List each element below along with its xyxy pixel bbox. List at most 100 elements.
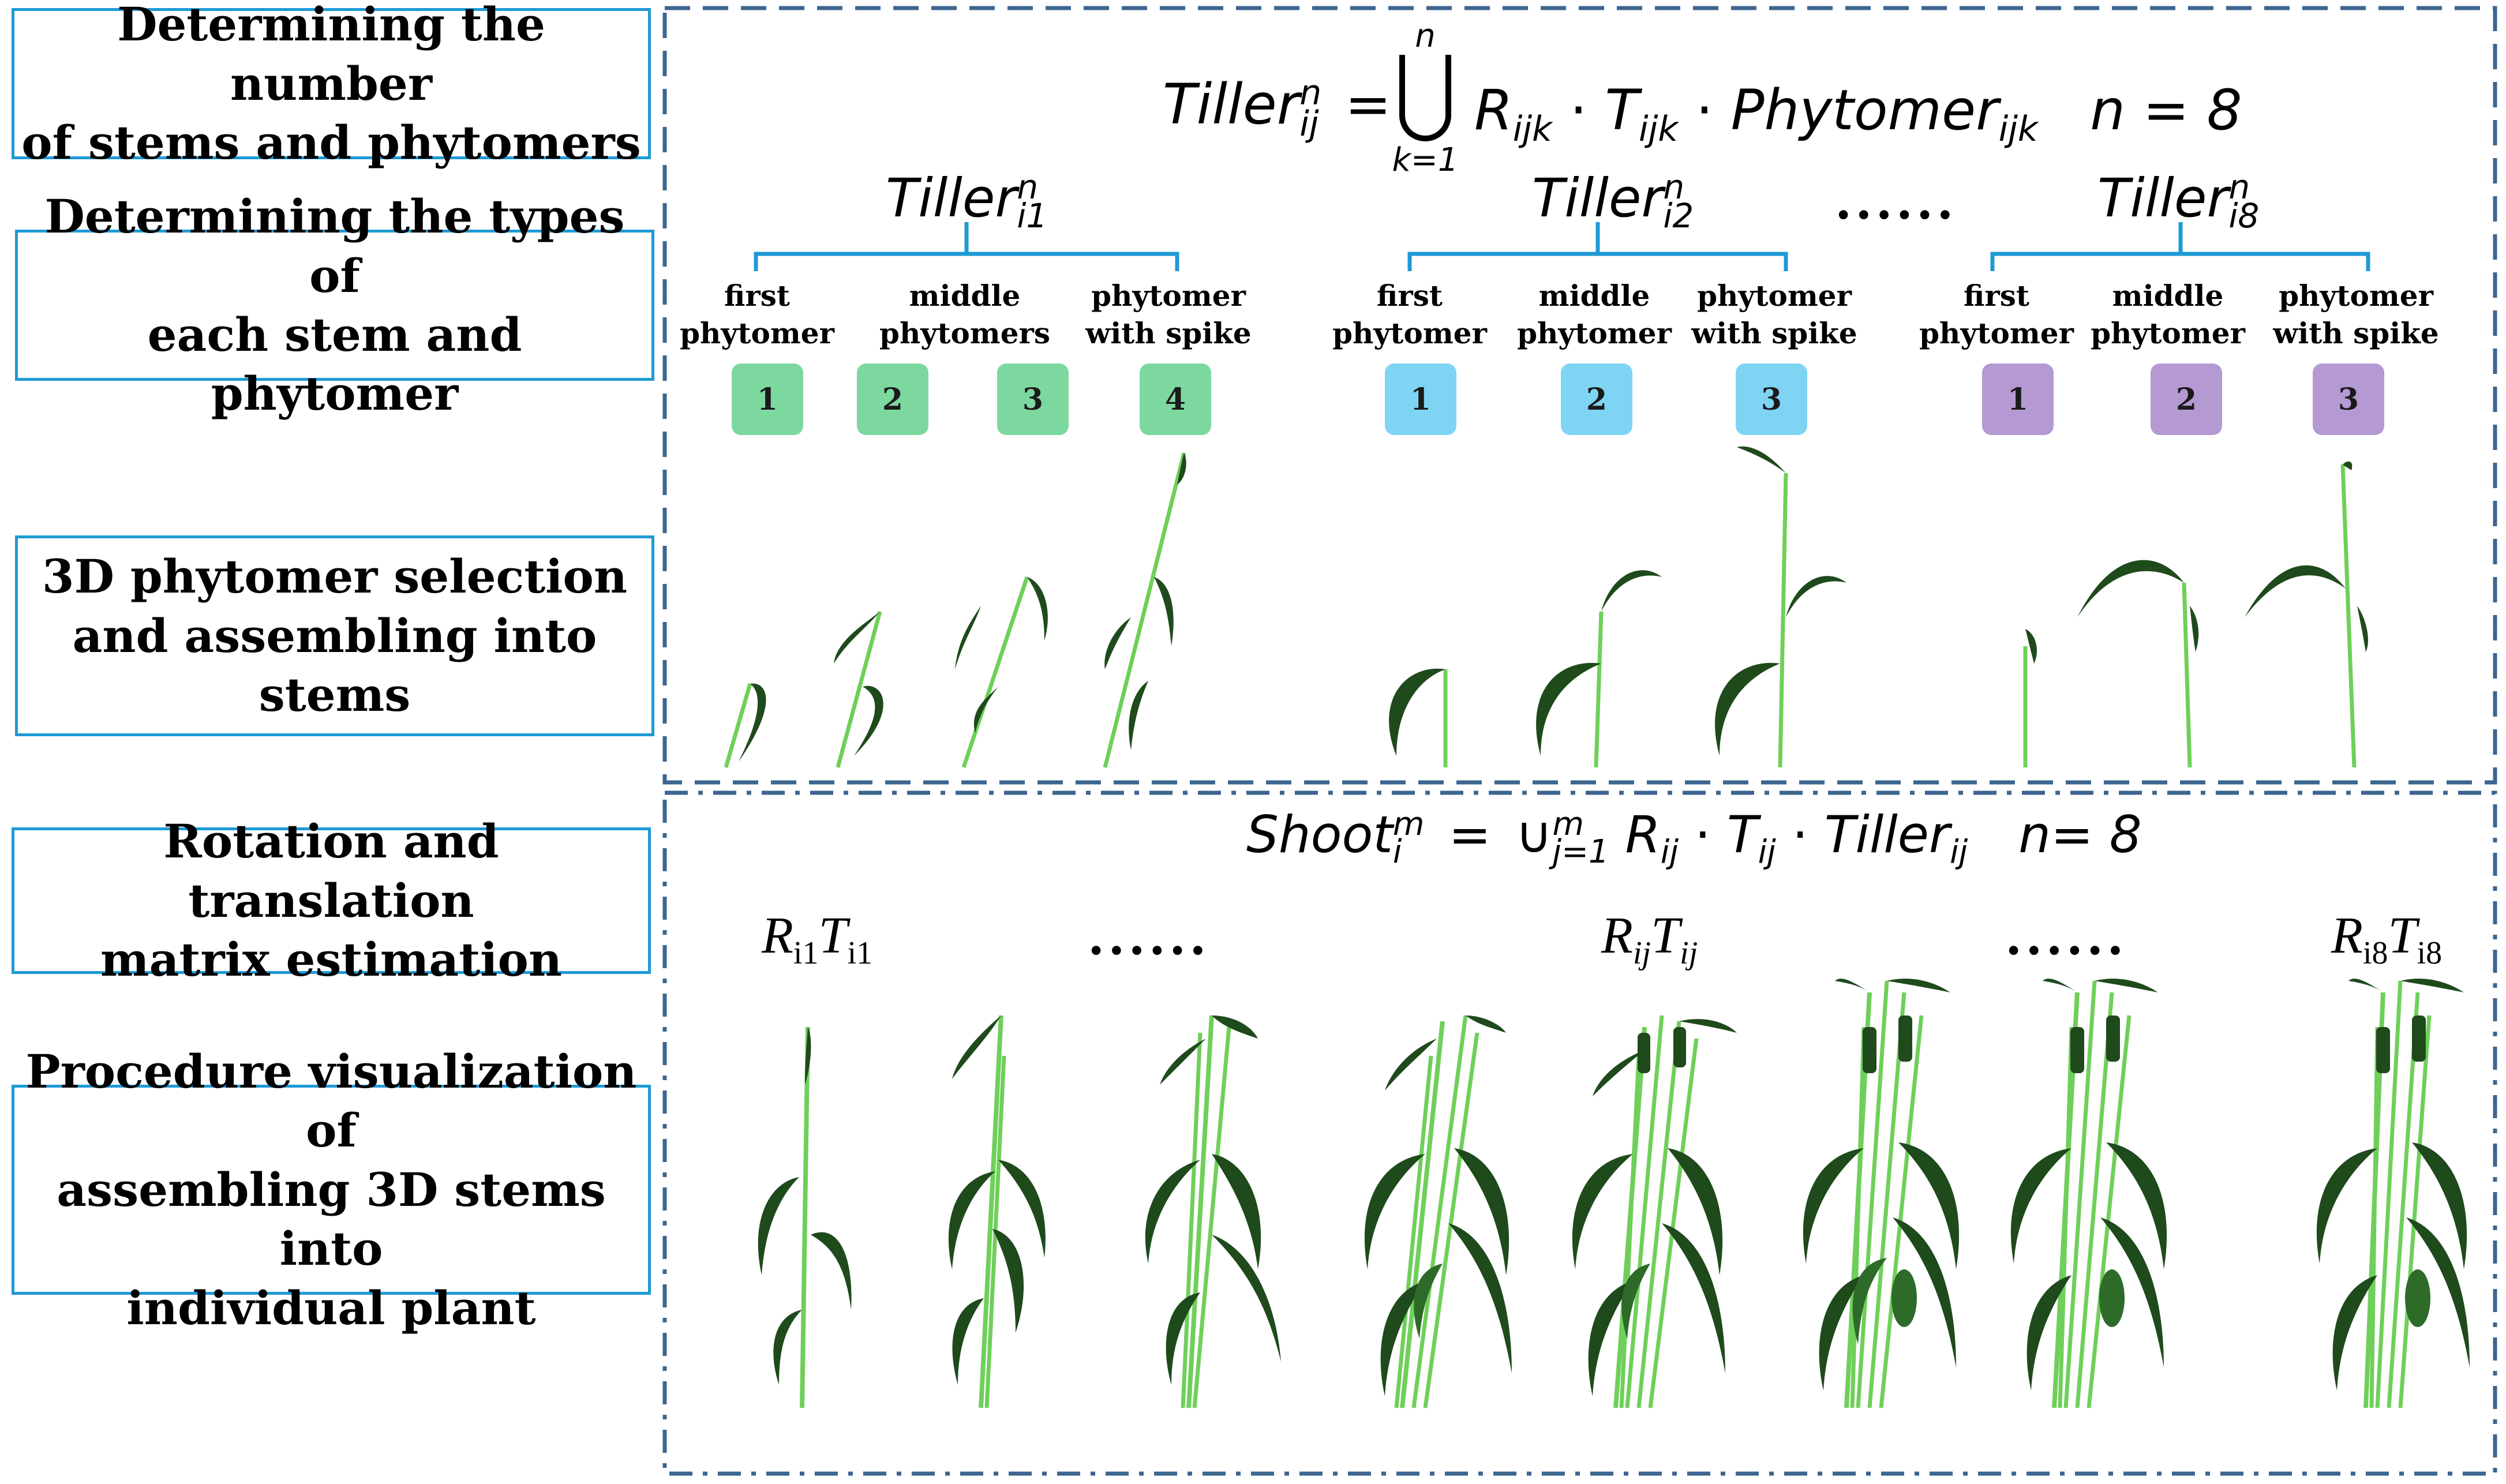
ptype-1-1: first phytomer <box>670 277 844 352</box>
ptype-2-1-l2: phytomer <box>1332 316 1487 350</box>
step-2-line-2: each stem and phytomer <box>147 308 522 421</box>
top-panel-border <box>662 6 2497 785</box>
step-5-line-3: individual plant <box>126 1280 536 1335</box>
step-box-2: Determining the types of each stem and ph… <box>15 189 654 421</box>
shoot-union: ∪ <box>1515 805 1553 864</box>
step-3-line-1: 3D phytomer selection <box>42 549 628 604</box>
tiller-2-sup: n <box>1663 167 1685 207</box>
ellipsis-bottom-2: ...... <box>2005 909 2127 966</box>
ptype-8-3-l2: with spike <box>2273 316 2439 350</box>
rhs-phytomer: Phytomer <box>1730 78 1999 143</box>
phytomer-leaves-tiller-1 <box>739 453 1186 762</box>
assembled-plant-1 <box>758 1026 852 1408</box>
ptype-8-2: middle phytomer <box>2081 277 2254 352</box>
phytomer-leaves-tiller-8 <box>2025 461 2369 664</box>
shoot-equation: Shoot m i = ∪ m j=1 Rij · Tij · Tillerij n= … <box>1246 805 2142 871</box>
rt-label-8: Ri8Ti8 <box>2331 906 2442 972</box>
ptype-8-3-l1: phytomer <box>2279 279 2433 313</box>
tiller-bracket-1 <box>754 222 1179 271</box>
ptype-2-3: phytomer with spike <box>1688 277 1861 352</box>
ptype-2-2-l1: middle <box>1538 279 1650 313</box>
union-sub: k=1 <box>1392 141 1459 179</box>
tiller-bracket-3 <box>1990 222 2370 271</box>
rhs-phytomer-sub: ijk <box>1998 109 2038 150</box>
rt-label-1: Ri1Ti1 <box>762 906 872 972</box>
step-1-line-1: Determining the number <box>117 0 545 111</box>
shoot-t-sub: ij <box>1758 833 1776 871</box>
tiller-2-name: Tiller <box>1532 167 1664 229</box>
shoot-equals: = <box>1448 805 1492 864</box>
ptype-8-1-l2: phytomer <box>1919 316 2074 350</box>
shoot-dot-2: · <box>1792 805 1808 864</box>
rt8-t-sub: i8 <box>2417 935 2443 971</box>
badge-tiller2-1: 1 <box>1385 363 1456 435</box>
ptype-2-1: first phytomer <box>1323 277 1496 352</box>
tiller-equation-rhs: Rijk · Tijk · Phytomerijk n = 8 <box>1474 78 2242 149</box>
ptype-2-2: middle phytomer <box>1508 277 1681 352</box>
shoot-t: T <box>1726 805 1758 864</box>
rhs-t: T <box>1605 78 1639 143</box>
rhs-r: R <box>1474 78 1513 143</box>
assembled-plant-2 <box>948 1015 1046 1408</box>
badge-tiller1-4: 4 <box>1140 363 1211 435</box>
ptype-8-3: phytomer with spike <box>2269 277 2443 352</box>
rt8-r: R <box>2331 907 2363 964</box>
tiller-2-sub: i2 <box>1663 196 1694 235</box>
step-box-3: 3D phytomer selection and assembling into… <box>15 535 654 736</box>
phytomer-stems-tiller-8 <box>2023 464 2357 768</box>
step-4-line-2: matrix estimation <box>100 932 563 987</box>
shoot-tiller-sub: ij <box>1950 833 1968 871</box>
rhs-dot-2: · <box>1695 78 1714 143</box>
step-1-line-2: of stems and phytomers <box>21 115 641 170</box>
tiller-label-8: Tiller n i8 <box>2097 167 2259 233</box>
ptype-1-3-l1: phytomer <box>1091 279 1246 313</box>
tiller-1-sup: n <box>1017 167 1039 207</box>
ellipsis-top: ...... <box>1835 173 1957 230</box>
tiller-equation: Tiller n ij = <box>1163 72 1397 141</box>
bottom-panel-border <box>662 790 2497 1476</box>
shoot-union-sup: m <box>1552 805 1584 844</box>
ptype-1-1-l1: first <box>724 279 790 313</box>
shoot-union-sub: j=1 <box>1552 833 1609 871</box>
shoot-dot-1: · <box>1694 805 1711 864</box>
assembled-plant-7 <box>2010 979 2167 1408</box>
tiller-eq-equals: = <box>1344 72 1392 137</box>
badge-tiller8-2: 2 <box>2151 363 2222 435</box>
ptype-8-2-l2: phytomer <box>2091 316 2245 350</box>
union-operator: n k=1 <box>1391 17 1460 179</box>
ptype-8-1: first phytomer <box>1910 277 2083 352</box>
rtj-r-sub: ij <box>1632 935 1651 971</box>
rhs-t-sub: ijk <box>1638 109 1679 150</box>
tiller-label-2: Tiller n i2 <box>1532 167 1694 235</box>
step-2-line-1: Determining the types of <box>44 189 625 303</box>
rt8-t: T <box>2388 907 2417 964</box>
rt1-r: R <box>762 907 793 964</box>
step-5-line-2: assembling 3D stems into <box>57 1162 606 1276</box>
badge-tiller2-3: 3 <box>1736 363 1807 435</box>
rtj-t: T <box>1651 907 1680 964</box>
tiller-eq-lhs-sup: n <box>1299 72 1322 113</box>
shoot-r: R <box>1625 805 1661 864</box>
ellipsis-bottom-1: ...... <box>1088 909 1210 966</box>
step-box-1: Determining the number of stems and phyto… <box>12 0 651 170</box>
rt1-t: T <box>818 907 848 964</box>
step-4-line-1: Rotation and translation <box>163 814 499 928</box>
badge-tiller8-3: 3 <box>2313 363 2384 435</box>
union-sup: n <box>1415 17 1436 55</box>
rt1-r-sub: i1 <box>793 935 819 971</box>
ptype-8-2-l1: middle <box>2112 279 2224 313</box>
tiller-8-sup: n <box>2228 167 2250 207</box>
step-box-5: Procedure visualization of assembling 3D … <box>12 1044 651 1335</box>
ptype-2-3-l1: phytomer <box>1697 279 1852 313</box>
ptype-2-3-l2: with spike <box>1691 316 1857 350</box>
shoot-n-label: n= 8 <box>2018 805 2142 864</box>
assembled-plant-3 <box>1145 1015 1281 1408</box>
rt1-t-sub: i1 <box>847 935 873 971</box>
union-symbol-icon <box>1399 55 1451 141</box>
ptype-1-2-l1: middle <box>909 279 1021 313</box>
shoot-tiller: Tiller <box>1824 805 1950 864</box>
tiller-eq-lhs: Tiller <box>1163 72 1300 137</box>
shoot-lhs: Shoot <box>1246 805 1393 864</box>
badge-tiller1-3: 3 <box>997 363 1069 435</box>
